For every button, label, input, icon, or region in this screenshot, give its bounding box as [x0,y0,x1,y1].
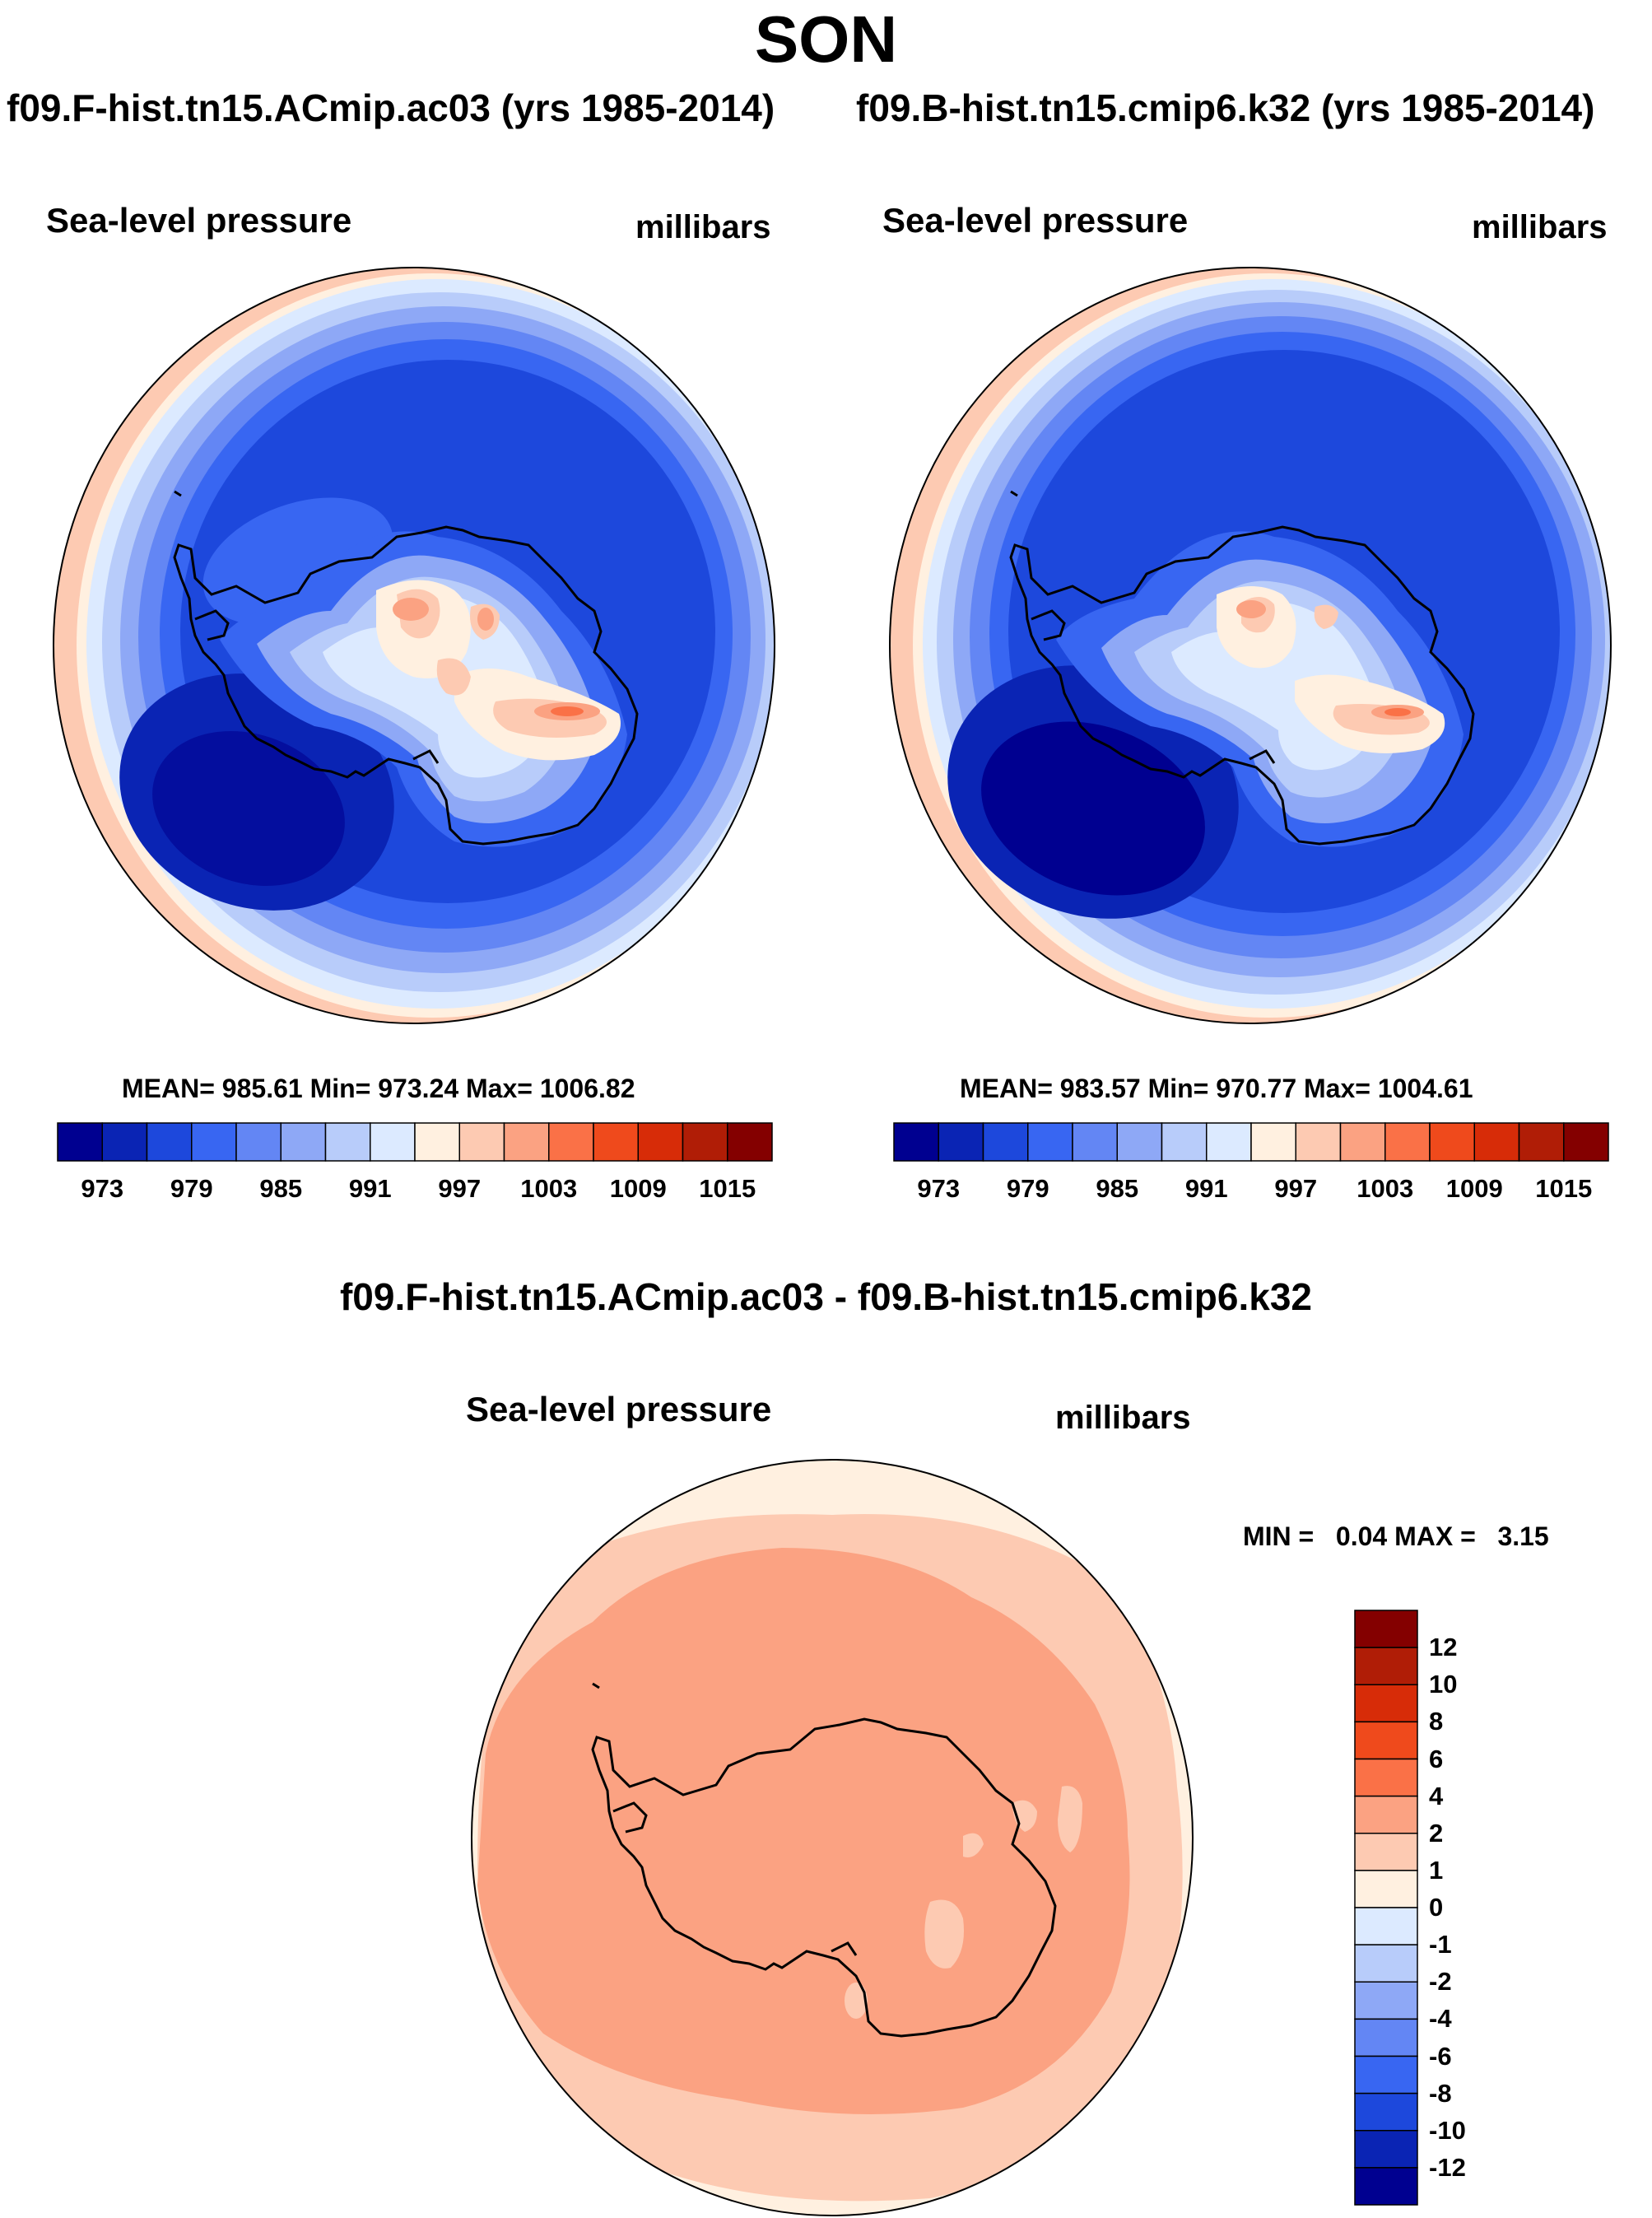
diff-colorbar-box [1354,2130,1418,2169]
left-variable-label: Sea-level pressure [46,201,352,240]
colorbar-box [1384,1122,1431,1162]
left-units-label: millibars [635,209,771,245]
colorbar-box [324,1122,371,1162]
colorbar-box [280,1122,327,1162]
diff-colorbar-tick-label: 12 [1429,1633,1458,1662]
diff-colorbar [1354,1610,1418,2206]
colorbar-tick-label: 991 [348,1174,392,1203]
diff-colorbar-box [1354,1610,1418,1648]
colorbar-box [414,1122,460,1162]
diff-case-title: f09.F-hist.tn15.ACmip.ac03 - f09.B-hist.… [339,1275,1313,1318]
colorbar-tick-label: 1009 [609,1174,667,1203]
colorbar-tick-label: 973 [81,1174,124,1203]
diff-colorbar-tick-label: -4 [1429,2004,1452,2034]
diff-colorbar-box [1354,1833,1418,1871]
colorbar-tick-label: 979 [170,1174,213,1203]
colorbar-tick-label: 997 [1274,1174,1318,1203]
left-case-title: f09.F-hist.tn15.ACmip.ac03 (yrs 1985-201… [7,86,775,129]
diff-colorbar-box [1354,2092,1418,2132]
colorbar-box [1473,1122,1520,1162]
colorbar-box [1563,1122,1609,1162]
right-variable-label: Sea-level pressure [882,201,1189,240]
colorbar-box [1116,1122,1163,1162]
colorbar-box [1027,1122,1073,1162]
diff-colorbar-box [1354,1907,1418,1945]
diff-colorbar-tick-label: 8 [1429,1707,1444,1736]
colorbar-tick-label: 1015 [1535,1174,1593,1203]
diff-colorbar-box [1354,2018,1418,2057]
diff-colorbar-tick-label: 10 [1429,1670,1458,1699]
colorbar-box [893,1122,939,1162]
colorbar-tick-label: 979 [1006,1174,1049,1203]
right-case-title: f09.B-hist.tn15.cmip6.k32 (yrs 1985-2014… [856,86,1595,129]
diff-colorbar-tick-label: -12 [1429,2152,1466,2182]
diff-colorbar-tick-label: -6 [1429,2041,1452,2071]
right-units-label: millibars [1472,209,1608,245]
colorbar-tick-label: 973 [917,1174,961,1203]
diff-units-label: millibars [1055,1400,1191,1436]
colorbar-box [727,1122,773,1162]
right-colorbar [893,1122,1609,1162]
colorbar-box [637,1122,684,1162]
colorbar-box [548,1122,594,1162]
colorbar-box [1429,1122,1475,1162]
colorbar-box [57,1122,103,1162]
colorbar-box [101,1122,148,1162]
diff-colorbar-tick-label: 4 [1429,1781,1444,1810]
diff-colorbar-box [1354,1981,1418,2020]
colorbar-box [982,1122,1029,1162]
diff-colorbar-box [1354,2167,1418,2206]
diff-colorbar-box [1354,1684,1418,1723]
left-colorbar [57,1122,773,1162]
diff-colorbar-tick-label: -10 [1429,2115,1466,2145]
figure-title: SON [754,2,898,76]
right-stats: MEAN= 983.57 Min= 970.77 Max= 1004.61 [960,1074,1473,1103]
colorbar-tick-label: 1003 [520,1174,578,1203]
colorbar-box [1161,1122,1208,1162]
left-polar-map [53,267,775,1024]
diff-colorbar-tick-label: -1 [1429,1930,1452,1959]
colorbar-tick-label: 1003 [1357,1174,1414,1203]
diff-colorbar-tick-label: -8 [1429,2078,1452,2108]
colorbar-box [593,1122,639,1162]
colorbar-tick-label: 1015 [699,1174,756,1203]
diff-colorbar-tick-label: 0 [1429,1893,1444,1922]
colorbar-box [370,1122,416,1162]
colorbar-box [235,1122,282,1162]
diff-colorbar-tick-label: -2 [1429,1967,1452,1997]
colorbar-box [458,1122,505,1162]
diff-colorbar-tick-label: 6 [1429,1744,1444,1773]
right-polar-map [889,267,1612,1024]
diff-polar-map [471,1459,1194,2216]
diff-colorbar-tick-label: 2 [1429,1818,1444,1848]
colorbar-box [1250,1122,1296,1162]
colorbar-box [1518,1122,1565,1162]
diff-minmax: MIN = 0.04 MAX = 3.15 [1243,1521,1549,1551]
colorbar-tick-label: 991 [1184,1174,1228,1203]
colorbar-box [1295,1122,1342,1162]
diff-colorbar-box [1354,1795,1418,1834]
diff-colorbar-box [1354,1721,1418,1760]
colorbar-tick-label: 1009 [1445,1174,1503,1203]
colorbar-box [682,1122,728,1162]
diff-colorbar-box [1354,1758,1418,1797]
colorbar-box [938,1122,984,1162]
colorbar-box [1206,1122,1252,1162]
colorbar-tick-label: 997 [438,1174,482,1203]
colorbar-tick-label: 985 [259,1174,303,1203]
colorbar-box [1339,1122,1386,1162]
colorbar-box [191,1122,237,1162]
colorbar-box [503,1122,550,1162]
diff-variable-label: Sea-level pressure [466,1390,772,1428]
diff-colorbar-box [1354,1870,1418,1908]
colorbar-box [146,1122,193,1162]
left-stats: MEAN= 985.61 Min= 973.24 Max= 1006.82 [122,1074,635,1103]
diff-colorbar-box [1354,2055,1418,2095]
diff-colorbar-box [1354,1647,1418,1685]
colorbar-tick-label: 985 [1096,1174,1139,1203]
diff-colorbar-box [1354,1944,1418,1983]
diff-colorbar-tick-label: 1 [1429,1855,1444,1885]
colorbar-box [1072,1122,1118,1162]
